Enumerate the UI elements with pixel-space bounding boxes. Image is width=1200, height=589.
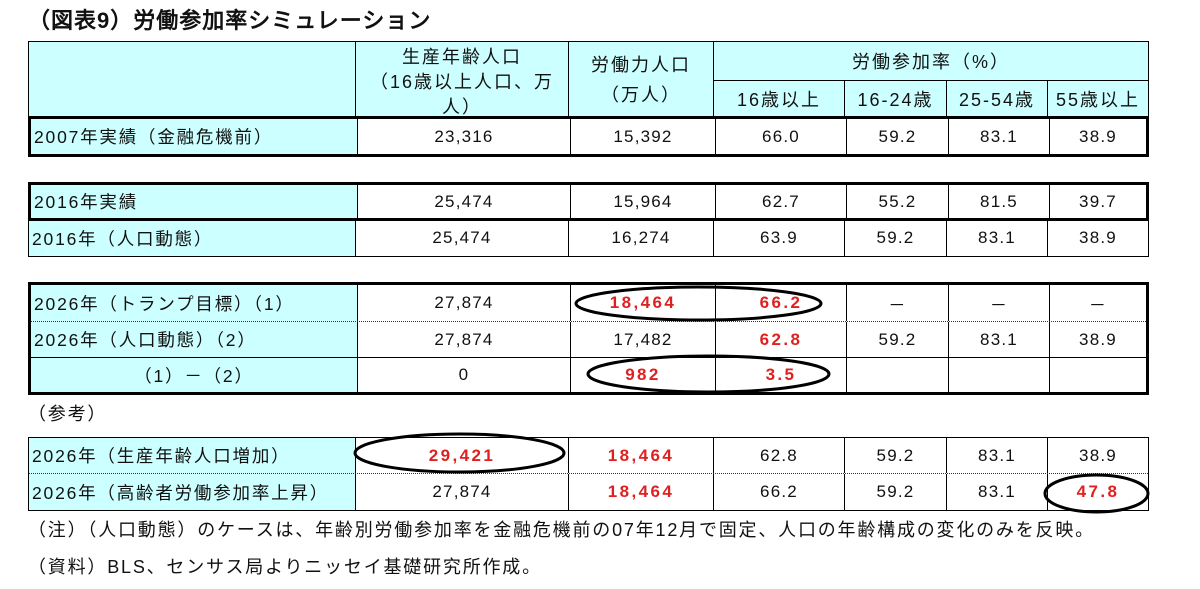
row-label: 2026年（人口動態）（2） <box>31 322 358 357</box>
table-row: 2026年（人口動態）（2） 27,874 17,482 62.8 59.2 8… <box>31 322 1146 358</box>
row-label: 2016年（人口動態） <box>29 220 356 256</box>
cell-working-age-pop: 23,316 <box>358 119 571 154</box>
header-row-label <box>29 42 356 117</box>
table-row: 2026年（生産年齢人口増加） 29,421 18,464 62.8 59.2 … <box>29 438 1148 474</box>
cell-lfpr-55plus: － <box>1088 295 1108 315</box>
cell-labor-force: 15,392 <box>571 119 716 154</box>
cell-lfpr-25-54: 83.1 <box>949 322 1050 357</box>
row-label: 2026年（生産年齢人口増加） <box>29 438 356 473</box>
reference-label: （参考） <box>28 404 108 424</box>
header-lfpr-group-label: 労働参加率（%） <box>851 52 1010 72</box>
header-working-age-pop-line3: 人） <box>442 97 482 117</box>
cell-labor-force: 16,274 <box>569 220 714 256</box>
row-label: 2016年実績 <box>31 185 358 218</box>
cell-lfpr-55plus: 38.9 <box>1079 228 1117 247</box>
cell-working-age-pop: 27,874 <box>356 474 569 510</box>
cell-working-age-pop: 0 <box>358 358 571 392</box>
note-text: （注）（人口動態）のケースは、年齢別労働参加率を金融危機前の07年12月で固定、… <box>28 520 1095 540</box>
cell-lfpr-16plus: 62.8 <box>714 438 845 473</box>
cell-working-age-pop: 25,474 <box>358 185 571 218</box>
cell-labor-force: 18,464 <box>569 438 714 473</box>
cell-lfpr-16-24: 59.2 <box>847 119 949 154</box>
row-label: 2007年実績（金融危機前） <box>31 119 358 154</box>
cell-lfpr-16-24: 59.2 <box>845 438 947 473</box>
cell-lfpr-25-54: 83.1 <box>947 474 1048 510</box>
header-labor-force-line2: （万人） <box>601 84 681 105</box>
row-label: 2026年（高齢者労働参加率上昇） <box>29 474 356 510</box>
header-lfpr-25-54: 25-54歳 <box>947 81 1048 117</box>
header-working-age-pop-line2: （16歳以上人口、万 <box>369 72 555 92</box>
cell-lfpr-16-24: 55.2 <box>847 185 949 218</box>
cell-working-age-pop: 27,874 <box>358 285 571 321</box>
block-2026-scenarios: 2026年（トランプ目標）（1） 27,874 18,464 66.2 － － … <box>28 282 1149 395</box>
header-labor-force-line1: 労働力人口 <box>591 54 691 75</box>
header-lfpr-55plus: 55歳以上 <box>1048 81 1148 117</box>
cell-lfpr-16plus: 63.9 <box>714 220 845 256</box>
block-2007: 2007年実績（金融危機前） 23,316 15,392 66.0 59.2 8… <box>28 116 1149 157</box>
cell-lfpr-25-54: 81.5 <box>949 185 1050 218</box>
cell-lfpr-16-24: 59.2 <box>845 220 947 256</box>
cell-labor-force: 982 <box>571 358 716 392</box>
cell-lfpr-55plus: 38.9 <box>1079 329 1117 349</box>
cell-lfpr-55plus <box>1050 358 1146 392</box>
header-lfpr-16-24-label: 16-24歳 <box>857 90 934 110</box>
table-row: 2007年実績（金融危機前） 23,316 15,392 66.0 59.2 8… <box>31 119 1146 154</box>
block-reference: 2026年（生産年齢人口増加） 29,421 18,464 62.8 59.2 … <box>28 437 1149 511</box>
row-label: 2026年（トランプ目標）（1） <box>31 285 358 321</box>
header-lfpr-55plus-label: 55歳以上 <box>1055 90 1141 110</box>
cell-labor-force: 18,464 <box>569 474 714 510</box>
cell-lfpr-55plus: 38.9 <box>1079 126 1117 146</box>
cell-lfpr-16-24: 59.2 <box>847 322 949 357</box>
cell-working-age-pop: 29,421 <box>356 438 569 473</box>
table-row: 2026年（高齢者労働参加率上昇） 27,874 18,464 66.2 59.… <box>29 474 1148 510</box>
cell-lfpr-25-54: 83.1 <box>947 438 1048 473</box>
cell-labor-force: 15,964 <box>571 185 716 218</box>
block-2016-actual: 2016年実績 25,474 15,964 62.7 55.2 81.5 39.… <box>28 182 1149 221</box>
table-row: （1）－（2） 0 982 3.5 <box>31 358 1146 392</box>
cell-working-age-pop: 27,874 <box>358 322 571 357</box>
row-label: （1）－（2） <box>31 358 358 392</box>
cell-lfpr-16plus: 3.5 <box>716 358 847 392</box>
cell-lfpr-25-54 <box>949 358 1050 392</box>
cell-lfpr-55plus: 47.8 <box>1076 482 1120 501</box>
source-text: （資料）BLS、センサス局よりニッセイ基礎研究所作成。 <box>28 557 542 577</box>
cell-working-age-pop: 25,474 <box>356 220 569 256</box>
header-lfpr-16plus: 16歳以上 <box>714 81 845 117</box>
cell-labor-force: 18,464 <box>571 285 716 321</box>
table-row: 2026年（トランプ目標）（1） 27,874 18,464 66.2 － － … <box>31 285 1146 322</box>
table-row: 2016年実績 25,474 15,964 62.7 55.2 81.5 39.… <box>31 185 1146 218</box>
cell-lfpr-16-24: － <box>847 285 949 321</box>
cell-lfpr-16plus: 62.8 <box>716 322 847 357</box>
cell-lfpr-25-54: － <box>949 285 1050 321</box>
header-working-age-pop: 生産年齢人口 （16歳以上人口、万 人） <box>356 42 569 117</box>
cell-lfpr-16plus: 66.0 <box>716 119 847 154</box>
figure-title: （図表9）労働参加率シミュレーション <box>28 8 432 33</box>
cell-lfpr-16plus: 66.2 <box>714 474 845 510</box>
cell-lfpr-16-24: 59.2 <box>845 474 947 510</box>
header-lfpr-group: 労働参加率（%） <box>714 42 1148 81</box>
block-2016-demographic: 2016年（人口動態） 25,474 16,274 63.9 59.2 83.1… <box>28 219 1149 257</box>
cell-lfpr-25-54: 83.1 <box>947 220 1048 256</box>
cell-labor-force: 17,482 <box>571 322 716 357</box>
cell-lfpr-16plus: 62.7 <box>716 185 847 218</box>
header-lfpr-25-54-label: 25-54歳 <box>958 90 1036 110</box>
header-lfpr-16-24: 16-24歳 <box>845 81 947 117</box>
header-lfpr-16plus-label: 16歳以上 <box>736 90 822 110</box>
cell-lfpr-55plus: 38.9 <box>1079 445 1117 465</box>
cell-lfpr-16plus: 66.2 <box>716 285 847 321</box>
header-labor-force: 労働力人口 （万人） <box>569 42 714 117</box>
table-header: 生産年齢人口 （16歳以上人口、万 人） 労働力人口 （万人） 労働参加率（%）… <box>28 41 1149 118</box>
header-working-age-pop-line1: 生産年齢人口 <box>402 47 522 67</box>
cell-lfpr-25-54: 83.1 <box>949 119 1050 154</box>
cell-lfpr-16-24 <box>847 358 949 392</box>
cell-lfpr-55plus: 39.7 <box>1079 191 1117 211</box>
table-row: 2016年（人口動態） 25,474 16,274 63.9 59.2 83.1… <box>29 220 1148 256</box>
